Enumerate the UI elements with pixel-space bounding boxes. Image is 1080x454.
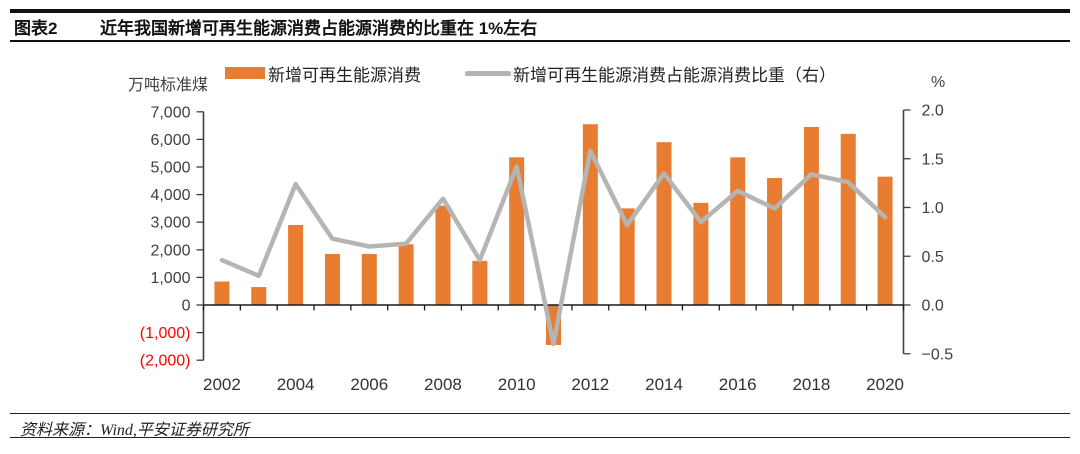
right-axis-tick-label: −0.5 xyxy=(922,346,954,363)
bar-2003 xyxy=(251,287,267,305)
right-axis-tick-label: 0.0 xyxy=(922,298,944,315)
bar-2013 xyxy=(619,208,635,305)
right-axis-unit-label: % xyxy=(931,74,946,91)
left-axis-unit-label: 万吨标准煤 xyxy=(128,77,209,94)
right-axis-tick-label: 1.5 xyxy=(922,151,944,168)
header-top-rule xyxy=(10,9,1070,13)
bar-2019 xyxy=(840,133,856,305)
left-axis-tick-label: (2,000) xyxy=(140,353,191,370)
x-axis-label-2008: 2008 xyxy=(424,375,462,394)
bar-2017 xyxy=(767,178,783,305)
source-note: 资料来源：Wind,平安证券研究所 xyxy=(20,422,249,439)
left-axis-tick-label: (1,000) xyxy=(140,325,191,342)
header-bottom-rule xyxy=(10,40,1070,42)
bar-2014 xyxy=(656,142,672,305)
right-axis-tick-label: 0.5 xyxy=(922,249,944,266)
bar-2009 xyxy=(472,260,488,305)
bar-2002 xyxy=(214,281,230,305)
right-axis-tick-label: 2.0 xyxy=(922,103,944,120)
left-axis-tick-label: 4,000 xyxy=(150,187,190,204)
x-axis-label-2020: 2020 xyxy=(866,375,904,394)
bar-2018 xyxy=(803,126,819,305)
bar-2005 xyxy=(324,253,340,305)
left-axis-tick-label: 0 xyxy=(182,298,191,315)
line-series-swatch xyxy=(465,71,511,76)
bar-2015 xyxy=(693,202,709,305)
right-axis-tick-label: 1.0 xyxy=(922,200,944,217)
bar-2020 xyxy=(877,176,893,305)
x-axis-label-2002: 2002 xyxy=(203,375,241,394)
line-series-label: 新增可再生能源消费占能源消费比重（右） xyxy=(513,66,836,85)
bar-2004 xyxy=(288,224,304,305)
x-axis-label-2010: 2010 xyxy=(498,375,536,394)
left-axis-tick-label: 7,000 xyxy=(150,104,190,121)
bar-2008 xyxy=(435,205,451,305)
left-axis-tick-label: 6,000 xyxy=(150,132,190,149)
figure-title: 近年我国新增可再生能源消费占能源消费的比重在 1%左右 xyxy=(100,19,538,38)
x-axis-label-2012: 2012 xyxy=(571,375,609,394)
bar-2007 xyxy=(398,244,414,305)
bar-series-swatch xyxy=(225,67,265,79)
left-axis-tick-label: 5,000 xyxy=(150,160,190,177)
footer-bottom-rule xyxy=(10,437,1070,439)
x-axis-label-2006: 2006 xyxy=(350,375,388,394)
x-axis-label-2014: 2014 xyxy=(645,375,683,394)
bar-2006 xyxy=(361,253,377,305)
x-axis-label-2016: 2016 xyxy=(719,375,757,394)
left-axis-tick-label: 1,000 xyxy=(150,270,190,287)
x-axis-label-2018: 2018 xyxy=(792,375,830,394)
x-axis-label-2004: 2004 xyxy=(277,375,315,394)
bar-2016 xyxy=(730,157,746,305)
bar-series-label: 新增可再生能源消费 xyxy=(268,66,421,85)
left-axis-tick-label: 3,000 xyxy=(150,215,190,232)
footer-top-rule xyxy=(10,413,1070,415)
figure-tag: 图表2 xyxy=(14,19,58,38)
ratio-line xyxy=(219,148,888,347)
left-axis-tick-label: 2,000 xyxy=(150,242,190,259)
